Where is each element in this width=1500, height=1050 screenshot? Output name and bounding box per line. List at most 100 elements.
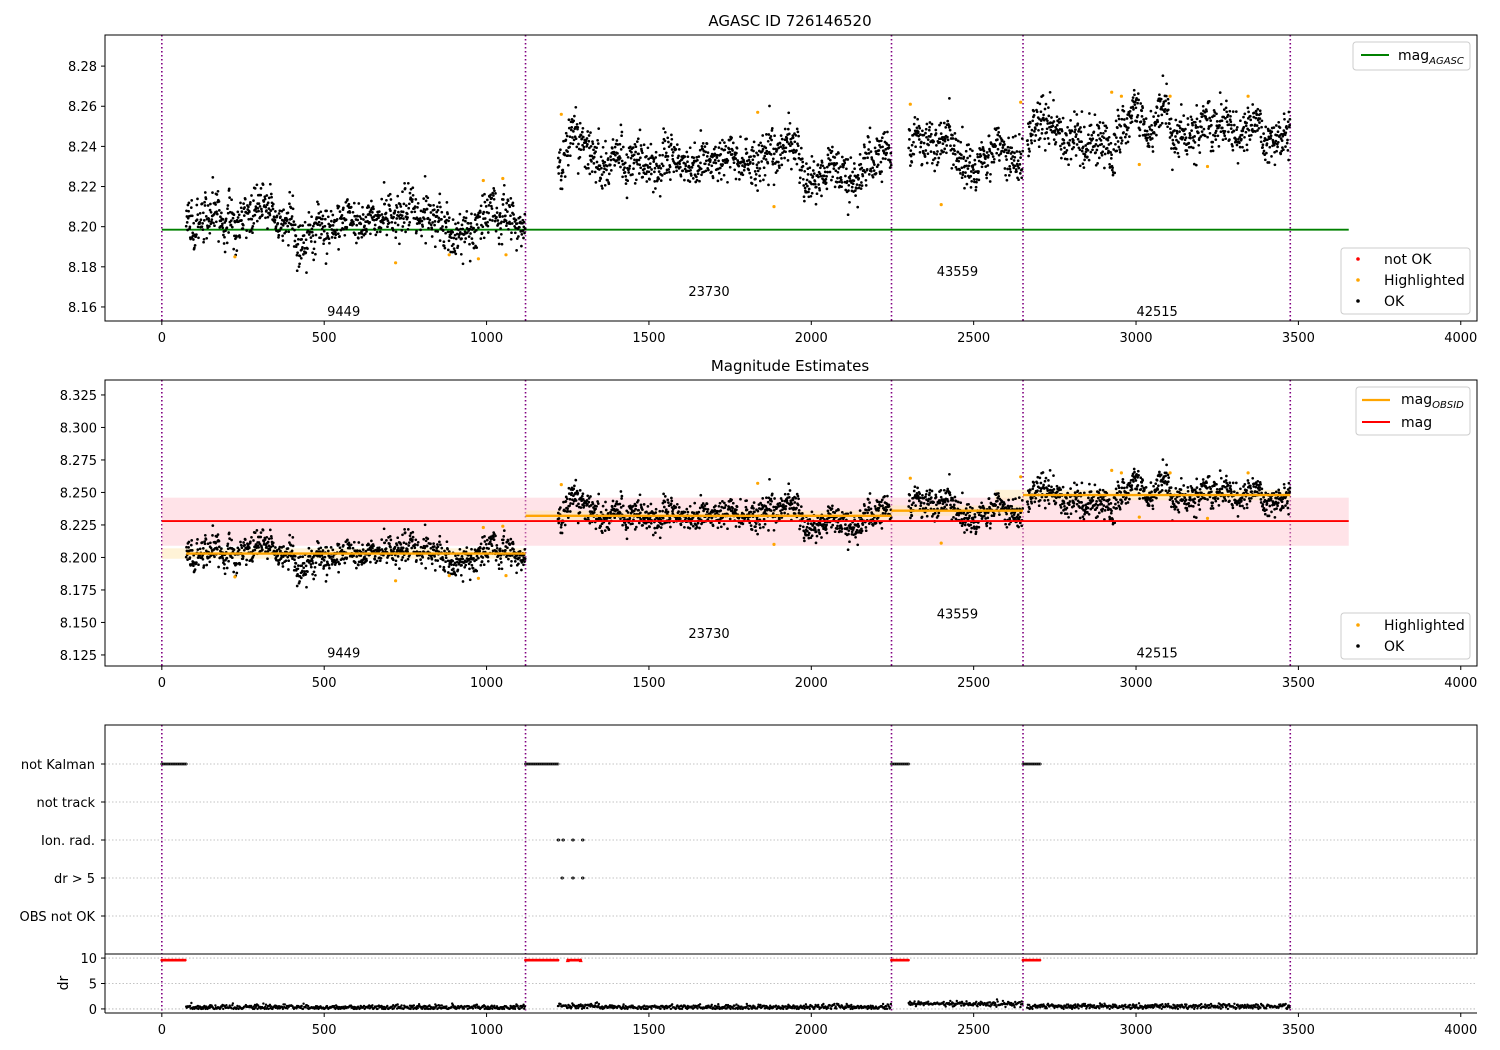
data-point-ok <box>290 217 293 221</box>
data-point-ok <box>689 522 693 526</box>
data-point-ok <box>424 539 428 543</box>
data-point-ok <box>795 149 798 152</box>
data-point-ok <box>215 535 219 538</box>
data-point-ok <box>1018 150 1021 154</box>
data-point-ok <box>273 216 276 219</box>
data-point-ok <box>198 220 202 224</box>
data-point-ok <box>1093 113 1097 117</box>
data-point-ok <box>319 546 323 550</box>
data-point-ok <box>914 145 917 149</box>
data-point-ok <box>805 525 809 529</box>
data-point-ok <box>202 240 205 244</box>
data-point-ok <box>1145 129 1149 133</box>
data-point-ok <box>730 498 733 502</box>
x-tick-label: 4000 <box>1444 331 1477 346</box>
data-point-ok <box>812 172 816 175</box>
data-point-ok <box>1118 150 1122 154</box>
data-point-ok <box>599 155 603 159</box>
data-point-ok <box>677 148 681 151</box>
data-point-ok <box>192 238 195 241</box>
data-point-ok <box>495 206 499 210</box>
data-point-ok <box>351 220 355 224</box>
data-point-ok <box>443 215 446 219</box>
data-point-ok <box>241 223 245 227</box>
data-point-ok <box>912 152 916 156</box>
data-point-ok <box>392 549 395 553</box>
data-point-ok <box>915 126 919 130</box>
data-point-ok <box>391 229 395 232</box>
data-point-ok <box>764 146 768 150</box>
data-point-ok <box>639 511 642 515</box>
data-point-ok <box>586 130 590 133</box>
data-point-ok <box>576 172 580 175</box>
data-point-ok <box>1131 105 1135 109</box>
data-point-ok <box>813 179 817 183</box>
data-point-ok <box>349 543 353 547</box>
data-point-ok <box>337 248 340 251</box>
data-point-ok <box>877 139 881 143</box>
data-point-ok <box>871 166 875 170</box>
data-point-ok <box>601 159 605 163</box>
data-point-ok <box>880 136 884 140</box>
data-point-ok <box>1034 134 1038 137</box>
data-point-ok <box>1013 151 1016 155</box>
data-point-ok <box>243 543 246 547</box>
data-point-ok <box>741 164 744 167</box>
data-point-ok <box>568 154 572 158</box>
data-point-ok <box>274 546 277 549</box>
data-point-ok <box>1227 130 1230 134</box>
data-point-ok <box>618 502 622 506</box>
data-point-ok <box>986 156 990 159</box>
data-point-ok <box>514 218 518 222</box>
data-point-ok <box>833 156 837 159</box>
data-point-ok <box>603 529 607 532</box>
data-point-ok <box>391 558 395 562</box>
data-point-ok <box>806 173 810 176</box>
data-point-ok <box>830 178 833 182</box>
data-point-ok <box>332 232 335 236</box>
data-point-ok <box>599 510 603 514</box>
data-point-ok <box>710 516 714 520</box>
data-point-ok <box>331 548 335 552</box>
data-point-highlighted <box>939 203 943 207</box>
data-point-ok <box>432 208 436 212</box>
data-point-ok <box>669 178 672 181</box>
data-point-ok <box>1215 120 1219 123</box>
data-point-ok <box>669 502 673 506</box>
data-point-ok <box>973 158 977 162</box>
data-point-ok <box>812 160 816 163</box>
data-point-ok <box>616 143 620 146</box>
data-point-ok <box>1017 178 1020 182</box>
data-point-ok <box>772 528 776 532</box>
data-point-ok <box>565 134 569 138</box>
data-point-ok <box>366 219 369 223</box>
data-point-ok <box>1102 136 1106 140</box>
data-point-ok <box>1273 141 1277 145</box>
data-point-ok <box>1146 136 1149 140</box>
data-point-ok <box>751 158 755 162</box>
data-point-ok <box>1163 110 1166 114</box>
data-point-ok <box>331 213 335 217</box>
data-point-ok <box>706 508 710 511</box>
data-point-ok <box>717 159 720 163</box>
data-point-ok <box>394 563 398 566</box>
data-point-ok <box>444 225 448 229</box>
data-point-ok <box>1213 134 1217 138</box>
data-point-highlighted <box>481 178 485 183</box>
data-point-ok <box>404 542 408 546</box>
data-point-ok <box>388 542 391 546</box>
data-point-ok <box>370 199 373 203</box>
data-point-ok <box>654 531 657 535</box>
data-point-ok <box>807 195 811 199</box>
data-point-ok <box>1128 110 1132 113</box>
data-point-ok <box>963 175 967 178</box>
data-point-ok <box>868 126 872 130</box>
data-point-ok <box>1005 158 1008 161</box>
legend-lines: magAGASC <box>1352 41 1471 71</box>
data-point-ok <box>866 156 869 160</box>
data-point-ok <box>1089 123 1093 127</box>
data-point-ok <box>796 144 800 148</box>
data-point-ok <box>269 192 273 196</box>
data-point-ok <box>403 528 406 531</box>
data-point-ok <box>582 145 586 149</box>
